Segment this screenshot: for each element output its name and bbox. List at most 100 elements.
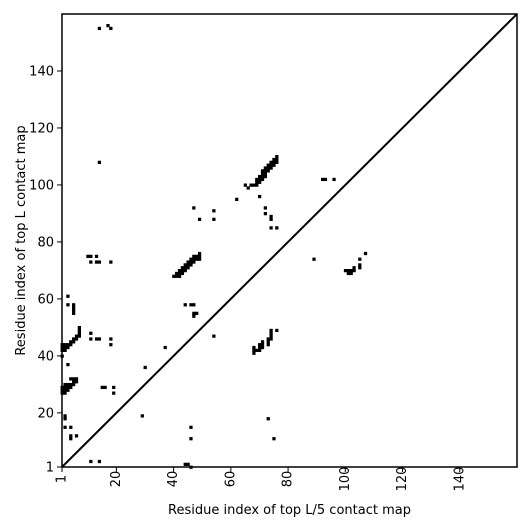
contact-point [97,26,102,31]
contact-point [189,260,193,264]
contact-point [252,183,256,187]
contact-point [212,209,216,213]
contact-point [352,268,356,273]
contact-point [258,343,262,347]
x-tick-label: 80 [281,471,296,488]
contact-point [192,254,196,258]
contact-point [269,217,273,221]
contact-point [192,303,196,307]
contact-point [252,345,256,350]
contact-point [74,377,79,381]
contact-point [260,177,265,182]
contact-point [349,271,353,276]
contact-point [77,331,82,335]
contact-point [69,434,73,438]
contact-point [275,157,279,162]
contact-point [272,163,276,167]
contact-point [263,169,268,173]
contact-point [103,385,107,390]
contact-point [258,345,262,350]
contact-point [69,425,73,429]
contact-point [77,325,82,330]
contact-point [352,266,356,270]
contact-point [183,263,187,267]
y-tick-label: 1 [46,461,54,476]
contact-point [186,266,190,270]
x-tick-label: 120 [395,467,410,492]
contact-point [177,268,182,273]
contact-point [243,183,247,187]
contact-point [212,334,216,338]
contact-point [66,385,70,390]
contact-point [180,266,185,270]
contact-point [69,377,73,381]
contact-point [255,180,259,184]
contact-point [66,294,70,298]
contact-point [63,388,67,392]
contact-point [343,268,348,273]
points-layer [60,23,368,469]
contact-point [63,345,67,350]
contact-point [180,271,185,276]
contact-point [63,391,67,395]
diagonal-line [61,13,518,468]
contact-point [358,257,362,261]
contact-point [358,266,362,270]
contact-point [212,217,216,221]
contact-point [260,174,265,179]
contact-point [63,343,67,347]
y-tick-label: 40 [37,349,54,364]
x-tick-label: 100 [338,467,353,492]
contact-point [275,155,279,159]
contact-point [94,260,99,264]
contact-point [346,268,350,273]
contact-point [186,462,190,466]
contact-point [358,263,362,267]
contact-point [258,180,262,184]
contact-point [72,337,76,341]
contact-point [63,417,67,421]
contact-point [66,343,70,347]
contact-point [272,160,276,164]
contact-point [66,363,70,367]
contact-point [252,348,256,353]
contact-point [266,163,270,167]
contact-point [186,260,190,264]
contact-point [269,163,273,167]
contact-point [258,348,262,353]
x-tick-label: 1 [55,475,70,483]
contact-point [112,391,116,395]
contact-point [63,425,67,429]
contact-point [269,166,273,170]
x-tick-label: 20 [109,471,124,488]
contact-point [97,459,102,464]
contact-point [260,343,265,347]
contact-point [63,348,67,353]
x-tick-label: 140 [452,467,467,492]
contact-point [72,340,76,344]
contact-point [246,186,250,190]
contact-point [89,254,93,258]
x-tick-label: 40 [166,471,181,488]
contact-point [89,459,93,464]
contact-point [263,166,268,170]
contact-point [183,462,187,466]
contact-point [192,311,196,315]
contact-point [255,348,259,353]
contact-point [272,157,276,162]
contact-point [69,382,73,387]
contact-point [177,271,182,276]
contact-point [269,331,273,335]
contact-point [77,328,82,333]
contact-point [269,334,273,338]
contact-point [72,303,76,307]
contact-point [72,311,76,315]
contact-point [72,308,76,313]
contact-point [66,345,70,350]
contact-point [192,314,196,318]
contact-point [183,266,187,270]
contact-point [189,437,193,441]
contact-point [269,328,273,333]
contact-point [260,169,265,173]
contact-point [109,26,113,31]
